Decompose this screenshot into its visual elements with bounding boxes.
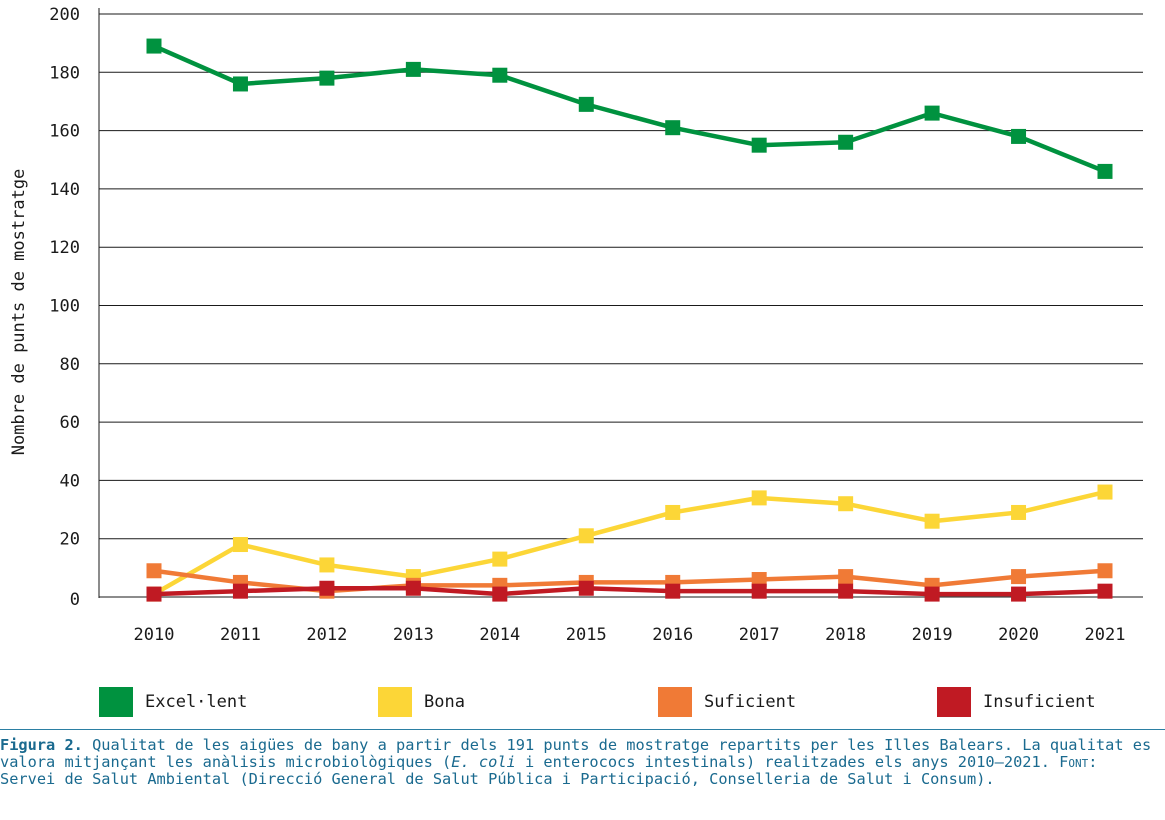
x-tick-label: 2011 <box>220 625 261 645</box>
series-line <box>153 44 1106 174</box>
data-point <box>1011 504 1027 520</box>
x-tick-label: 2017 <box>739 625 780 645</box>
data-point <box>1011 569 1027 585</box>
line-chart: 0 20 40 60 80 100 120 140 160 180 200 2010 2011 2012… <box>9 5 1143 645</box>
y-tick-label: 200 <box>49 5 80 25</box>
legend-item-suficient: Suficient <box>658 686 796 718</box>
data-point <box>146 563 162 579</box>
x-tick-label: 2016 <box>652 625 693 645</box>
data-point <box>319 70 335 86</box>
data-point <box>319 557 335 573</box>
data-point <box>578 528 594 544</box>
y-tick-label: 20 <box>60 530 80 550</box>
data-point <box>578 96 594 112</box>
data-point <box>146 38 162 54</box>
y-tick-labels: 0 20 40 60 80 100 120 140 160 180 200 <box>49 5 80 610</box>
data-point <box>665 583 681 599</box>
data-point <box>924 513 940 529</box>
figure-caption: Figura 2. Qualitat de les aigües de bany… <box>0 737 1160 788</box>
data-point <box>492 551 508 567</box>
legend-label-insuficient: Insuficient <box>983 692 1096 712</box>
x-tick-label: 2018 <box>825 625 866 645</box>
x-tick-label: 2020 <box>998 625 1039 645</box>
data-point <box>924 105 940 121</box>
legend-swatch-excellent <box>99 687 133 717</box>
data-point <box>1097 163 1113 179</box>
data-point <box>1011 586 1027 602</box>
caption-text-1: Qualitat de les aigües de bany a partir … <box>0 736 1152 771</box>
y-tick-label: 60 <box>60 413 80 433</box>
data-point <box>838 569 854 585</box>
data-point <box>232 537 248 553</box>
y-tick-label: 100 <box>49 297 80 317</box>
data-point <box>751 572 767 588</box>
x-tick-label: 2012 <box>306 625 347 645</box>
legend-label-bona: Bona <box>424 692 465 712</box>
y-tick-label: 120 <box>49 238 80 258</box>
data-point <box>492 67 508 83</box>
legend-label-excellent: Excel·lent <box>145 692 248 712</box>
data-point <box>665 120 681 136</box>
legend-item-excellent: Excel·lent <box>99 686 247 718</box>
caption-text-2: i enterococs intestinals) realitzades el… <box>515 753 1060 771</box>
caption-divider <box>0 729 1165 730</box>
x-tick-label: 2010 <box>134 625 175 645</box>
x-tick-label: 2019 <box>912 625 953 645</box>
y-tick-label: 80 <box>60 355 80 375</box>
caption-label: Figura 2. <box>0 736 83 754</box>
gridlines <box>98 8 1143 598</box>
data-point <box>1011 128 1027 144</box>
x-tick-label: 2014 <box>479 625 520 645</box>
data-point <box>405 61 421 77</box>
legend-swatch-bona <box>378 687 412 717</box>
series-line <box>153 586 1106 597</box>
caption-font-label: Font <box>1059 753 1089 771</box>
data-point <box>319 580 335 596</box>
legend-item-insuficient: Insuficient <box>937 686 1096 718</box>
y-tick-label: 40 <box>60 471 80 491</box>
series-group <box>146 38 1113 602</box>
data-point <box>665 504 681 520</box>
x-tick-label: 2013 <box>393 625 434 645</box>
legend-swatch-suficient <box>658 687 692 717</box>
data-point <box>405 580 421 596</box>
series-line <box>152 489 1106 597</box>
y-tick-label: 0 <box>70 590 80 610</box>
data-point <box>578 580 594 596</box>
legend-item-bona: Bona <box>378 686 465 718</box>
caption-text-3: : Servei de Salut Ambiental (Direcció Ge… <box>0 753 1098 788</box>
data-point <box>1097 563 1113 579</box>
data-point <box>838 583 854 599</box>
data-point <box>232 76 248 92</box>
data-point <box>924 586 940 602</box>
data-point <box>146 586 162 602</box>
y-tick-label: 180 <box>49 63 80 83</box>
data-point <box>838 496 854 512</box>
legend-swatch-insuficient <box>937 687 971 717</box>
x-tick-labels: 2010 2011 2012 2013 2014 2015 2016 2017 2018 2019… <box>134 625 1126 645</box>
data-point <box>838 134 854 150</box>
data-point <box>1097 583 1113 599</box>
legend-label-suficient: Suficient <box>704 692 797 712</box>
data-point <box>492 586 508 602</box>
y-tick-label: 140 <box>49 180 80 200</box>
data-point <box>751 583 767 599</box>
y-tick-label: 160 <box>49 122 80 142</box>
legend: Excel·lent Bona Suficient Insuficient <box>0 686 1165 718</box>
data-point <box>751 137 767 153</box>
x-tick-label: 2021 <box>1085 625 1126 645</box>
data-point <box>232 583 248 599</box>
data-point <box>751 490 767 506</box>
y-axis-label: Nombre de punts de mostratge <box>9 169 29 456</box>
data-point <box>1097 484 1113 500</box>
x-tick-label: 2015 <box>566 625 607 645</box>
caption-italic: E. coli <box>451 753 516 771</box>
